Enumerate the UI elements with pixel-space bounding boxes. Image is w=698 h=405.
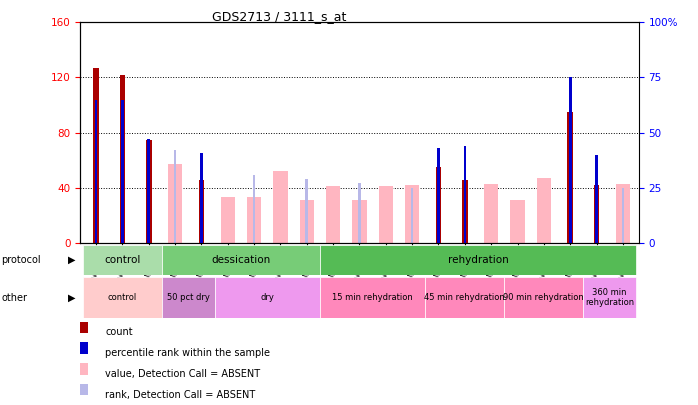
Text: ▶: ▶: [68, 293, 75, 303]
Bar: [537, 178, 551, 243]
Bar: [584, 277, 636, 318]
Bar: [121, 100, 124, 243]
Bar: [299, 200, 314, 243]
Text: dessication: dessication: [211, 255, 271, 265]
Bar: [273, 171, 288, 243]
Bar: [510, 200, 525, 243]
Bar: [358, 183, 361, 243]
Bar: [147, 139, 150, 243]
Text: rehydration: rehydration: [447, 255, 508, 265]
Bar: [378, 186, 393, 243]
Bar: [463, 146, 466, 243]
Bar: [320, 277, 425, 318]
Bar: [247, 198, 261, 243]
Bar: [80, 384, 88, 395]
Bar: [80, 322, 88, 333]
Bar: [93, 68, 99, 243]
Bar: [595, 155, 598, 243]
Bar: [198, 179, 205, 243]
Text: control: control: [107, 293, 137, 302]
Text: control: control: [104, 255, 140, 265]
Bar: [405, 185, 419, 243]
Text: value, Detection Call = ABSENT: value, Detection Call = ABSENT: [105, 369, 260, 379]
Text: ▶: ▶: [68, 255, 75, 265]
Bar: [436, 167, 441, 243]
Bar: [437, 148, 440, 243]
Text: GDS2713 / 3111_s_at: GDS2713 / 3111_s_at: [212, 10, 346, 23]
Text: protocol: protocol: [1, 255, 41, 265]
Text: 90 min rehydration: 90 min rehydration: [503, 293, 584, 302]
Bar: [214, 277, 320, 318]
Bar: [326, 186, 341, 243]
Bar: [505, 277, 584, 318]
Bar: [83, 277, 162, 318]
Bar: [411, 188, 413, 243]
Bar: [253, 175, 255, 243]
Bar: [569, 77, 572, 243]
Bar: [95, 100, 98, 243]
Bar: [484, 184, 498, 243]
Text: 360 min
rehydration: 360 min rehydration: [585, 288, 634, 307]
Bar: [174, 150, 177, 243]
Bar: [621, 188, 624, 243]
Bar: [146, 140, 151, 243]
Text: count: count: [105, 327, 133, 337]
Bar: [306, 179, 308, 243]
Text: 45 min rehydration: 45 min rehydration: [424, 293, 505, 302]
Text: other: other: [1, 293, 27, 303]
Bar: [80, 343, 88, 354]
Bar: [119, 75, 126, 243]
Bar: [593, 185, 600, 243]
Bar: [221, 198, 235, 243]
Text: percentile rank within the sample: percentile rank within the sample: [105, 348, 270, 358]
Bar: [567, 112, 573, 243]
Bar: [320, 245, 636, 275]
Text: rank, Detection Call = ABSENT: rank, Detection Call = ABSENT: [105, 390, 255, 400]
Bar: [80, 363, 88, 375]
Bar: [162, 245, 320, 275]
Text: dry: dry: [260, 293, 274, 302]
Bar: [200, 153, 202, 243]
Bar: [162, 277, 214, 318]
Text: 15 min rehydration: 15 min rehydration: [332, 293, 413, 302]
Bar: [168, 164, 182, 243]
Bar: [83, 245, 162, 275]
Text: 50 pct dry: 50 pct dry: [167, 293, 209, 302]
Bar: [462, 179, 468, 243]
Bar: [425, 277, 505, 318]
Bar: [352, 200, 366, 243]
Bar: [616, 184, 630, 243]
